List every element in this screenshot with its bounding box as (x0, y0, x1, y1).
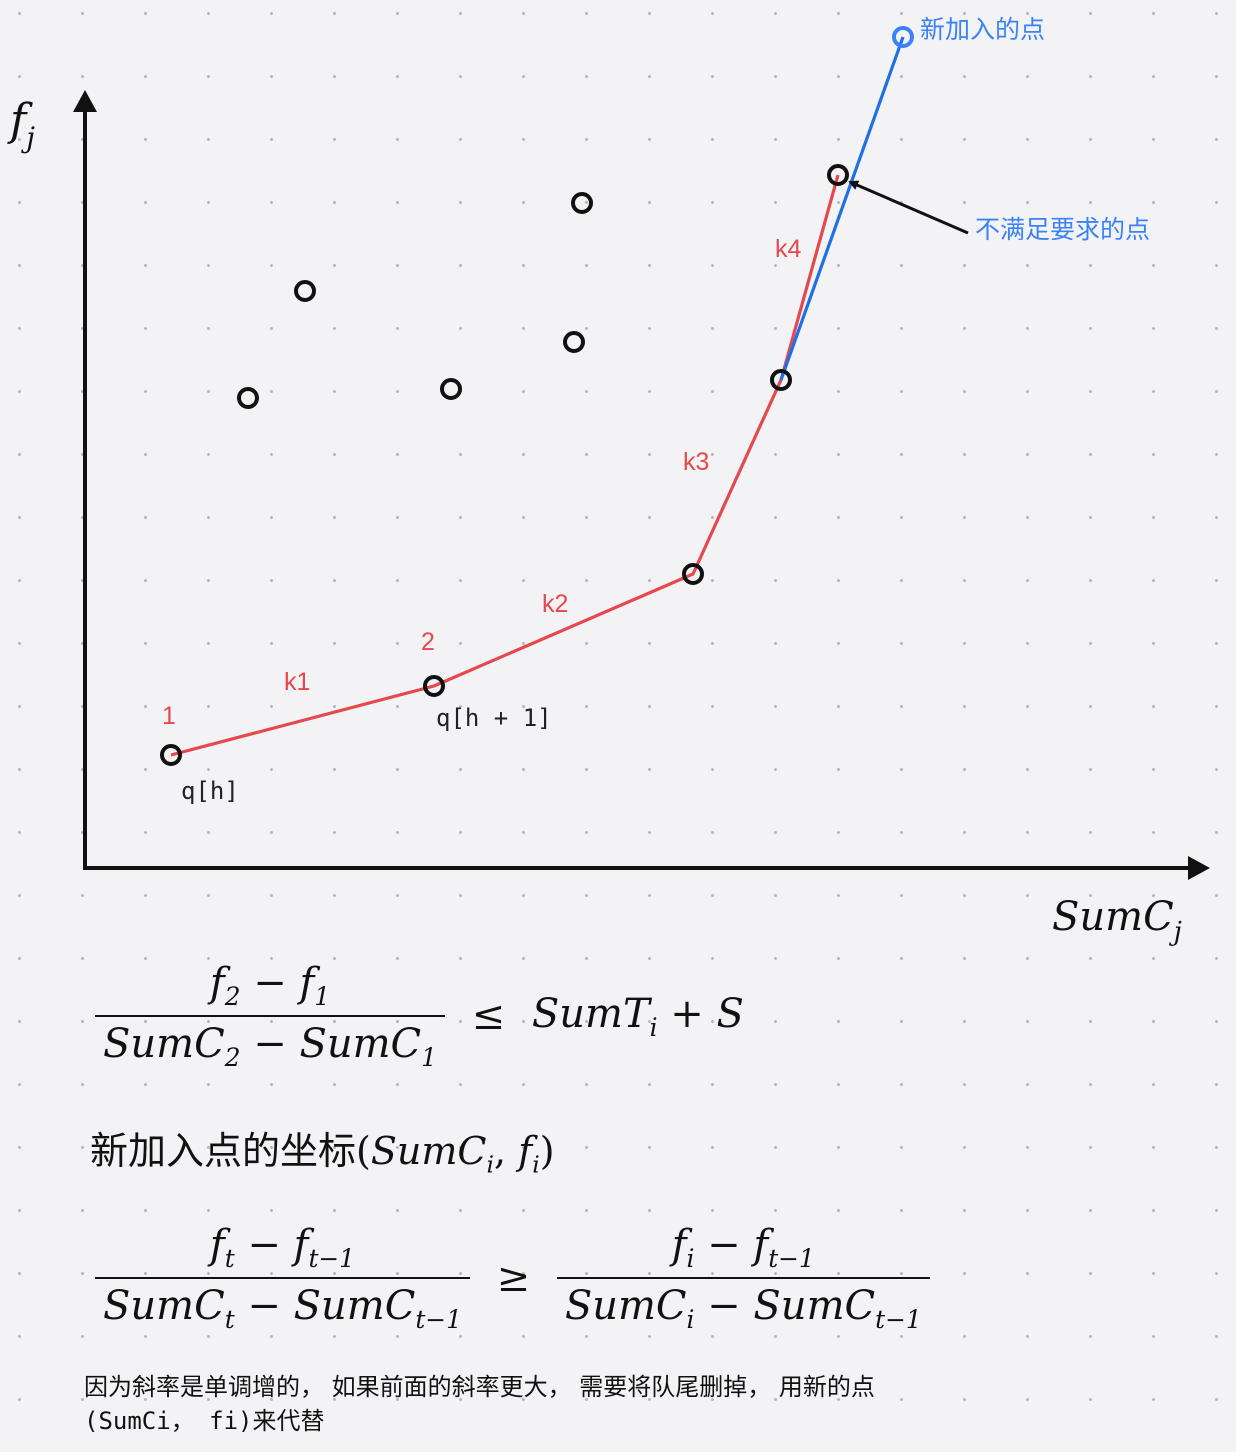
lower-hull-line (170, 174, 840, 757)
slope-label-k3: k3 (683, 448, 709, 476)
explanation-line-1: 因为斜率是单调增的， 如果前面的斜率更大， 需要将队尾删掉， 用新的点 (84, 1373, 875, 1401)
queue-head-label: q[h] (181, 777, 239, 805)
new-point-coordinate: 新加入点的坐标(SumCi, fi) (90, 1129, 555, 1179)
hull-point-qh (160, 744, 182, 766)
tail-slope-fraction: ft − ft−1 SumCt − SumCt−1 (95, 1222, 470, 1334)
explanation-note: 因为斜率是单调增的， 如果前面的斜率更大， 需要将队尾删掉， 用新的点 (Sum… (84, 1370, 875, 1438)
new-point-line (779, 36, 905, 381)
bad-point-arrow (848, 180, 969, 235)
x-axis-arrowhead (1188, 856, 1210, 880)
new-slope-fraction: fi − ft−1 SumCi − SumCt−1 (556, 1222, 930, 1334)
slope-inequality: f2 − f1 SumC2 − SumC1 ≤ SumTi + S (95, 960, 744, 1072)
scatter-point (440, 378, 462, 400)
scatter-point (571, 192, 593, 214)
new-point-callout: 新加入的点 (920, 15, 1045, 44)
bad-point (827, 164, 849, 186)
convex-hull-diagram: fj SumCj 1 2 k1 k2 k3 k4 q[h] q[h + 1] 新… (7, 15, 1210, 947)
scatter-point (294, 280, 316, 302)
bad-point-callout: 不满足要求的点 (975, 215, 1150, 244)
y-axis-label: fj (7, 95, 35, 154)
hull-point-3 (682, 563, 704, 585)
slope-label-k4: k4 (775, 235, 802, 263)
slope-label-k2: k2 (542, 590, 568, 618)
point-label-2: 2 (421, 628, 435, 656)
explanation-line-2: (SumCi， fi)来代替 (84, 1407, 325, 1435)
slope-comparison: ft − ft−1 SumCt − SumCt−1 ≥ fi − ft−1 Su… (95, 1222, 930, 1334)
y-axis-arrowhead (73, 90, 97, 112)
queue-head-next-label: q[h + 1] (436, 704, 552, 732)
slope-fraction: f2 − f1 SumC2 − SumC1 (95, 960, 445, 1072)
hull-point-4 (770, 369, 792, 391)
x-axis-label: SumCj (1052, 894, 1182, 947)
hull-point-qh1 (423, 675, 445, 697)
scatter-point (237, 387, 259, 409)
new-point (892, 26, 914, 48)
scatter-point (563, 331, 585, 353)
slope-label-k1: k1 (284, 668, 310, 696)
point-label-1: 1 (162, 702, 176, 730)
